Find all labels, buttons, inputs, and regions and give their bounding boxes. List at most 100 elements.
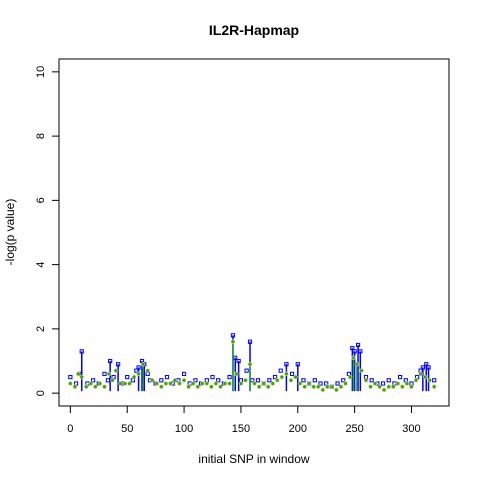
data-point xyxy=(278,368,283,373)
y-tick-label: 4 xyxy=(35,262,47,268)
data-point xyxy=(427,378,432,383)
data-point xyxy=(368,384,373,389)
data-point xyxy=(261,381,266,386)
data-point xyxy=(329,384,335,389)
data-point xyxy=(136,365,141,370)
data-point xyxy=(125,374,130,380)
data-point xyxy=(418,371,423,377)
data-point xyxy=(363,378,369,383)
data-point xyxy=(230,333,236,338)
data-point xyxy=(84,384,89,389)
data-point xyxy=(302,384,307,389)
data-point xyxy=(424,362,429,367)
data-point xyxy=(236,358,241,364)
data-point xyxy=(343,381,348,386)
data-point xyxy=(238,381,244,386)
data-point xyxy=(79,349,84,354)
data-point xyxy=(105,378,110,383)
data-point xyxy=(68,381,73,386)
data-point xyxy=(136,371,141,377)
data-point xyxy=(97,381,103,386)
data-point xyxy=(267,378,272,383)
x-axis: 0 50 100 150 200 250 300 xyxy=(67,405,421,435)
x-tick-label: 50 xyxy=(121,423,133,435)
data-point xyxy=(116,362,121,367)
data-point xyxy=(159,378,164,383)
data-point xyxy=(210,374,215,380)
x-tick-label: 250 xyxy=(345,423,363,435)
data-point xyxy=(172,378,178,383)
data-point xyxy=(209,384,214,389)
data-point xyxy=(250,378,255,383)
data-point xyxy=(350,346,355,351)
data-point xyxy=(386,378,391,383)
data-point xyxy=(311,384,316,389)
y-tick-label: 6 xyxy=(35,197,47,203)
x-tick-label: 150 xyxy=(232,423,250,435)
data-point xyxy=(297,381,303,386)
data-point xyxy=(325,384,330,389)
x-tick-label: 0 xyxy=(67,423,73,435)
data-point xyxy=(431,384,437,389)
data-point xyxy=(422,374,428,380)
data-point xyxy=(154,381,160,386)
data-point xyxy=(335,381,340,386)
data-point xyxy=(372,381,378,386)
data-point xyxy=(164,374,170,380)
data-point xyxy=(289,371,295,376)
data-point xyxy=(398,374,403,380)
y-tick-label: 2 xyxy=(35,326,47,332)
data-point xyxy=(295,362,300,367)
data-point xyxy=(354,361,360,367)
data-point xyxy=(195,384,200,389)
data-point xyxy=(168,381,173,386)
data-point xyxy=(352,349,357,354)
data-point xyxy=(315,384,321,389)
data-point xyxy=(181,378,187,383)
data-point xyxy=(318,381,323,386)
data-point xyxy=(270,381,276,386)
data-point xyxy=(272,374,278,380)
data-point xyxy=(381,387,387,393)
data-point xyxy=(131,374,137,380)
y-axis-label: -log(p value) xyxy=(3,199,17,266)
data-point xyxy=(140,361,146,367)
data-point xyxy=(409,384,414,389)
x-axis-label: initial SNP in window xyxy=(198,452,309,466)
data-point xyxy=(395,381,401,386)
data-point xyxy=(163,381,169,386)
data-point xyxy=(369,378,374,383)
x-tick-label: 100 xyxy=(175,423,193,435)
data-point xyxy=(284,362,289,367)
data-point xyxy=(265,384,271,389)
data-point xyxy=(177,381,182,386)
data-point xyxy=(359,368,364,373)
series-2 xyxy=(68,339,437,393)
data-point xyxy=(320,387,326,393)
x-tick-label: 300 xyxy=(402,423,420,435)
y-tick-label: 0 xyxy=(35,390,47,396)
data-point xyxy=(227,381,232,386)
plot-frame xyxy=(58,58,450,407)
data-point xyxy=(227,374,232,380)
data-point xyxy=(306,381,312,386)
data-point xyxy=(358,349,363,354)
data-point xyxy=(404,381,410,386)
data-point xyxy=(113,368,119,373)
data-point xyxy=(301,378,306,383)
data-point xyxy=(234,371,239,377)
data-point xyxy=(68,374,73,380)
data-point xyxy=(127,381,132,386)
data-point xyxy=(252,381,257,386)
data-point xyxy=(190,381,196,386)
data-point xyxy=(347,374,353,380)
data-point xyxy=(186,384,191,389)
data-point xyxy=(288,378,294,383)
data-point xyxy=(91,378,96,383)
data-point xyxy=(380,381,386,386)
data-point xyxy=(193,378,198,383)
y-axis: 0 2 4 6 8 10 xyxy=(35,66,60,396)
data-point xyxy=(312,378,317,383)
data-point xyxy=(391,384,396,389)
